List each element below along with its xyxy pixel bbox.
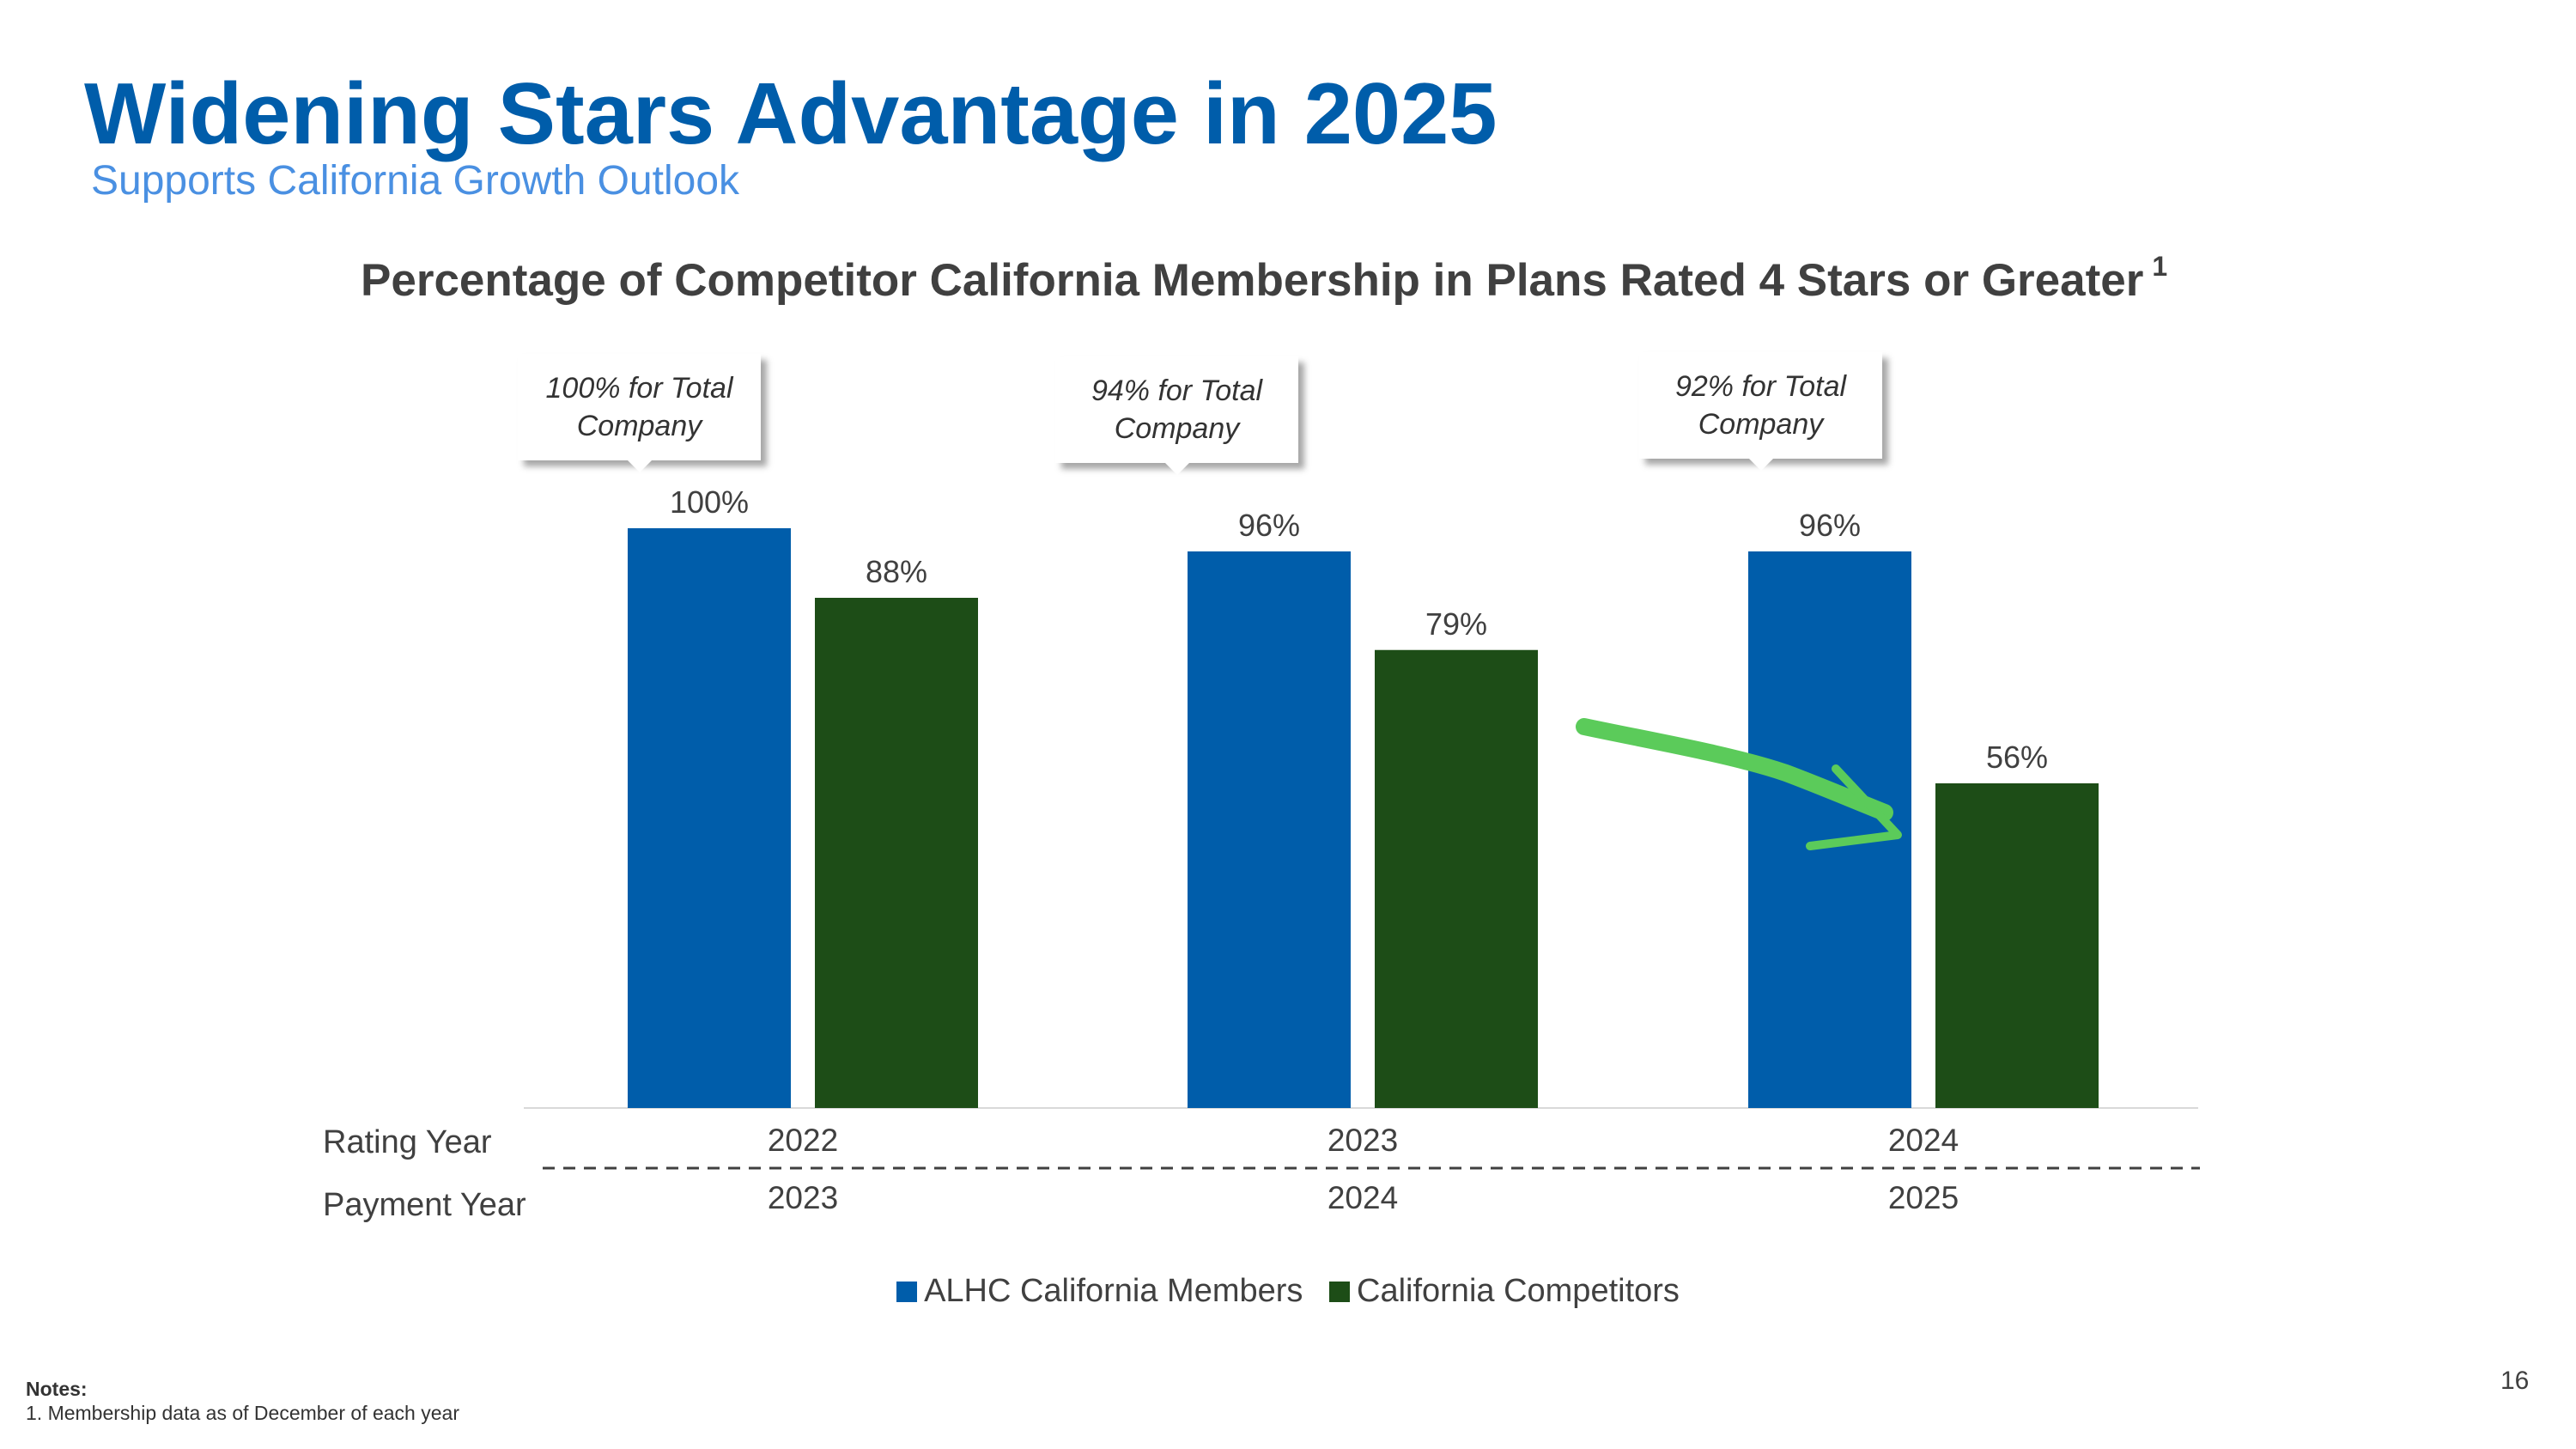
chart-title-text: Percentage of Competitor California Memb… [361,255,2144,306]
x-tick-label-rating-2024: 2024 [1888,1123,1959,1158]
page-number: 16 [2500,1367,2530,1395]
legend-swatch-competitors [1329,1281,1350,1302]
callout-total-company-2023: 94% for Total Company [1055,356,1298,475]
data-label-competitors-2023: 79% [1425,606,1487,642]
legend-swatch-alhc [896,1281,918,1302]
callout-total-company-2024: 92% for Total Company [1639,352,1882,471]
bar-alhc-2024 [1748,551,1911,1108]
callout-text: 100% for Total Company [545,371,733,442]
data-label-alhc-2023: 96% [1238,508,1300,543]
chart-title: Percentage of Competitor California Memb… [361,251,2168,307]
bar-alhc-2023 [1188,551,1351,1108]
chart-title-footnote: 1 [2152,251,2168,282]
x-tick-label-rating-2023: 2023 [1327,1123,1398,1158]
legend-label-alhc: ALHC California Members [924,1273,1303,1309]
slide-subtitle: Supports California Growth Outlook [91,158,740,204]
x-tick-label-rating-2022: 2022 [768,1123,838,1158]
slide-title: Widening Stars Advantage in 2025 [84,66,1498,162]
notes-heading: Notes: [26,1378,88,1400]
trend-arrow-head [1806,764,1902,850]
trend-arrow-shaft [1576,718,1893,821]
rating-year-label: Rating Year [323,1124,492,1160]
legend-label-competitors: California Competitors [1357,1273,1680,1309]
data-label-competitors-2022: 88% [866,554,927,589]
bar-alhc-2022 [628,528,791,1108]
bar-competitors-2023 [1375,649,1538,1108]
chart-legend: ALHC California Members California Compe… [0,1273,2576,1311]
data-label-alhc-2022: 100% [670,484,749,520]
notes-item: 1. Membership data as of December of eac… [26,1402,459,1424]
callout-text: 94% for Total Company [1091,374,1263,445]
x-tick-label-payment-2023: 2023 [768,1180,838,1215]
bar-competitors-2022 [815,598,978,1108]
bar-competitors-2024 [1935,783,2099,1108]
legend-item-competitors: California Competitors [1329,1273,1680,1310]
data-label-competitors-2024: 56% [1986,740,2048,775]
payment-year-label: Payment Year [323,1187,526,1223]
callout-text: 92% for Total Company [1674,369,1847,441]
x-tick-label-payment-2025: 2025 [1888,1180,1959,1215]
data-label-alhc-2024: 96% [1799,508,1861,543]
x-tick-label-payment-2024: 2024 [1327,1180,1398,1215]
legend-item-alhc: ALHC California Members [896,1273,1303,1310]
callout-total-company-2022: 100% for Total Company [518,354,761,472]
